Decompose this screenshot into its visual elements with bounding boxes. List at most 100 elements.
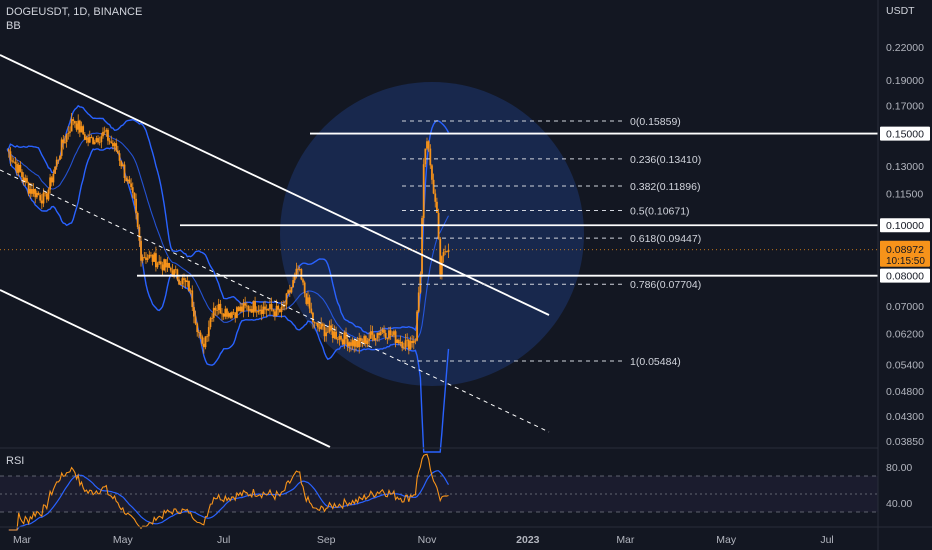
candle-body bbox=[348, 342, 351, 347]
candle-body bbox=[287, 290, 290, 294]
candle-body bbox=[412, 340, 415, 343]
candle-body bbox=[282, 305, 285, 307]
rsi-indicator-legend[interactable]: RSI bbox=[6, 455, 25, 467]
candle-body bbox=[366, 340, 369, 344]
candle-body bbox=[226, 308, 228, 317]
candle-body bbox=[211, 317, 214, 319]
candle-body bbox=[333, 331, 336, 339]
fib-label-1: 1(0.05484) bbox=[630, 356, 681, 368]
candle-body bbox=[77, 120, 80, 130]
candle-body bbox=[212, 307, 215, 318]
price-tick-0.17000: 0.17000 bbox=[886, 100, 924, 112]
candle-body bbox=[103, 131, 106, 133]
candle-body bbox=[338, 335, 341, 340]
channel-mid-dashed-line bbox=[0, 169, 550, 433]
candle-body bbox=[151, 254, 154, 262]
candle-body bbox=[399, 342, 402, 344]
candle-body bbox=[363, 336, 366, 343]
candle-body bbox=[278, 309, 281, 313]
channel-lower-line bbox=[0, 289, 331, 448]
candle-body bbox=[391, 334, 394, 336]
candle-body bbox=[378, 332, 380, 336]
candle-body bbox=[120, 160, 123, 167]
highlight-circle bbox=[280, 82, 584, 386]
time-tick-Jul: Jul bbox=[217, 534, 230, 546]
candle-body bbox=[29, 189, 32, 194]
candle-body bbox=[75, 123, 78, 130]
symbol-legend[interactable]: DOGEUSDT, 1D, BINANCE bbox=[6, 6, 143, 18]
candle-body bbox=[108, 140, 111, 142]
candle-body bbox=[115, 143, 118, 151]
candle-body bbox=[50, 177, 53, 183]
candle-body bbox=[445, 251, 448, 253]
candle-body bbox=[11, 160, 13, 162]
candle-body bbox=[397, 339, 400, 344]
price-tick-0.05400: 0.05400 bbox=[886, 360, 924, 372]
candle-body bbox=[44, 192, 47, 194]
candle-body bbox=[394, 331, 397, 344]
candle-body bbox=[335, 331, 337, 340]
candle-body bbox=[95, 138, 98, 142]
price-tick-0.13000: 0.13000 bbox=[886, 161, 924, 173]
candle-body bbox=[283, 304, 286, 306]
candle-body bbox=[164, 259, 167, 268]
candle-body bbox=[275, 305, 278, 316]
candle-body bbox=[171, 270, 174, 277]
candle-body bbox=[393, 331, 395, 335]
candle-body bbox=[374, 338, 377, 341]
candle-body bbox=[59, 155, 61, 160]
candle-body bbox=[432, 179, 435, 194]
candle-body bbox=[148, 254, 151, 259]
candle-body bbox=[336, 339, 339, 341]
candle-body bbox=[267, 308, 270, 311]
candle-body bbox=[326, 331, 329, 333]
countdown-text: 10:15:50 bbox=[886, 256, 925, 267]
candle-body bbox=[85, 137, 88, 140]
candle-body bbox=[444, 251, 447, 253]
candle-body bbox=[341, 339, 344, 345]
candle-body bbox=[110, 141, 113, 144]
candle-body bbox=[90, 136, 93, 138]
candle-body bbox=[191, 290, 194, 308]
candle-body bbox=[26, 178, 28, 183]
candle-body bbox=[402, 347, 405, 349]
candle-body bbox=[439, 238, 442, 275]
fib-label-0.382: 0.382(0.11896) bbox=[630, 181, 700, 193]
candle-body bbox=[173, 269, 175, 277]
candle-body bbox=[83, 134, 86, 140]
candle-body bbox=[240, 306, 243, 312]
candle-body bbox=[186, 280, 189, 282]
candle-body bbox=[308, 297, 311, 309]
price-tick-0.04300: 0.04300 bbox=[886, 411, 924, 423]
candle-body bbox=[427, 141, 430, 149]
candle-body bbox=[201, 336, 204, 344]
candle-body bbox=[100, 136, 103, 143]
candle-body bbox=[14, 161, 17, 164]
current-price-text: 0.08972 bbox=[886, 244, 924, 256]
candle-body bbox=[52, 173, 55, 183]
candle-body bbox=[320, 323, 323, 329]
candle-body bbox=[429, 148, 432, 166]
bollinger-basis bbox=[6, 132, 449, 342]
candle-body bbox=[196, 323, 199, 333]
candle-body bbox=[169, 267, 172, 271]
candle-body bbox=[105, 129, 108, 132]
bollinger-upper-band bbox=[6, 104, 450, 335]
candle-body bbox=[35, 192, 38, 198]
candle-body bbox=[98, 142, 101, 143]
candle-body bbox=[260, 309, 263, 314]
candle-body bbox=[318, 327, 321, 329]
candle-body bbox=[421, 218, 423, 274]
candle-body bbox=[305, 293, 308, 304]
candle-body bbox=[179, 284, 182, 285]
candle-body bbox=[156, 263, 159, 268]
candle-body bbox=[255, 311, 258, 313]
bb-indicator-legend[interactable]: BB bbox=[6, 20, 21, 32]
candle-body bbox=[159, 261, 162, 265]
candle-body bbox=[163, 259, 166, 271]
candle-body bbox=[78, 120, 81, 133]
candle-body bbox=[227, 313, 230, 317]
candle-body bbox=[64, 141, 66, 143]
candle-body bbox=[272, 309, 275, 312]
